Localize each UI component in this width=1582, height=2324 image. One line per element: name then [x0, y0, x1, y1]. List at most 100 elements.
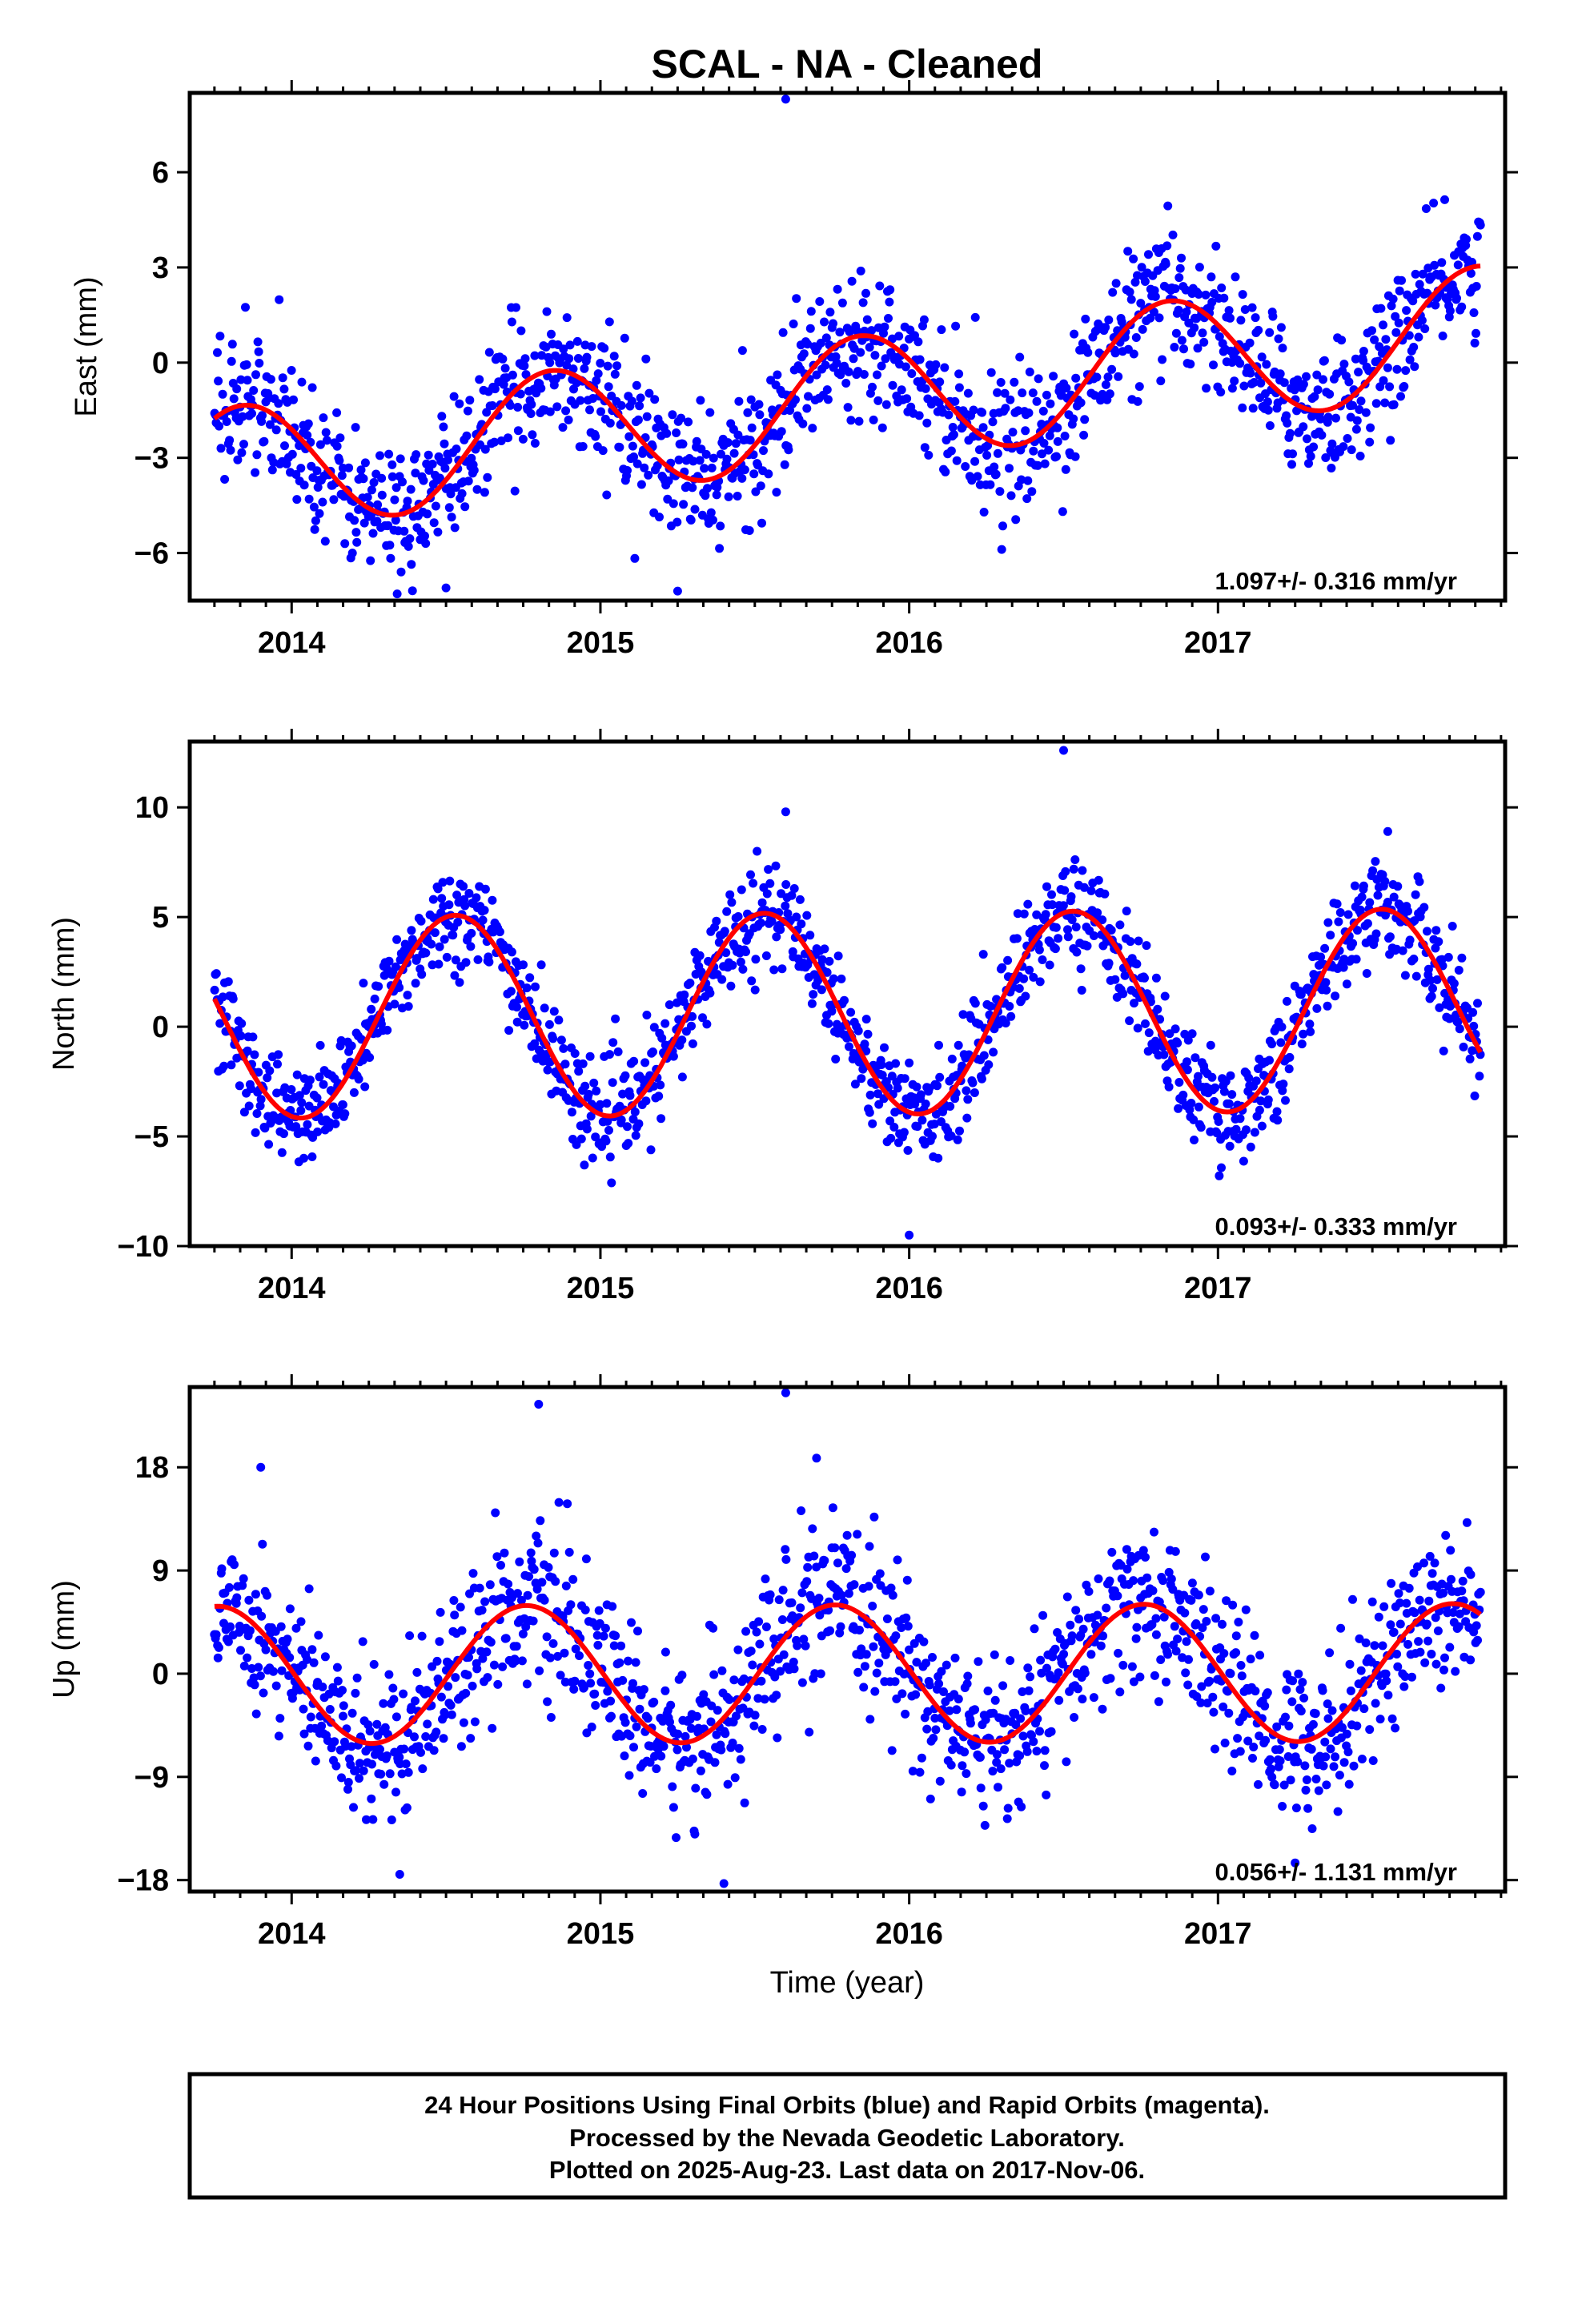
east-point [963, 388, 973, 398]
north-point [712, 916, 721, 926]
north-point [1217, 1163, 1226, 1172]
north-point [1186, 1099, 1196, 1108]
up-point [554, 1498, 564, 1507]
up-point [1011, 1720, 1021, 1730]
north-point [772, 932, 781, 942]
north-point [604, 1125, 613, 1135]
north-point [365, 1053, 375, 1062]
north-point [392, 935, 402, 944]
up-point [568, 1574, 578, 1584]
east-point [640, 463, 649, 472]
north-point [585, 1051, 595, 1061]
up-point [717, 1745, 726, 1755]
east-point [576, 396, 585, 405]
east-y-tick-label: −3 [135, 442, 169, 476]
north-point [947, 1054, 957, 1063]
east-point [1015, 352, 1025, 362]
up-point [1138, 1546, 1148, 1555]
east-point [391, 516, 400, 525]
up-point [963, 1671, 973, 1681]
east-fit-line [213, 263, 1481, 518]
up-point [244, 1595, 254, 1605]
up-y-tick-label: 18 [135, 1451, 169, 1485]
north-point [1035, 977, 1045, 987]
east-point [259, 436, 269, 446]
up-point [1181, 1668, 1191, 1678]
up-point [450, 1610, 460, 1620]
north-point [459, 882, 468, 891]
north-point [1070, 855, 1080, 864]
east-point [396, 454, 405, 464]
north-point [656, 1080, 665, 1090]
up-point [1410, 1608, 1419, 1618]
north-point [1194, 1102, 1203, 1112]
north-point [726, 981, 736, 991]
east-point [1457, 302, 1467, 312]
north-point [448, 931, 458, 940]
north-point [1427, 991, 1436, 1001]
east-point [1306, 452, 1315, 461]
east-point [843, 403, 853, 412]
north-point [228, 994, 238, 1003]
up-point [740, 1798, 749, 1807]
east-point [716, 521, 725, 531]
north-point [853, 1026, 863, 1035]
east-point [521, 370, 531, 380]
north-point [1296, 990, 1306, 999]
up-point [1423, 1636, 1433, 1646]
up-point [251, 1709, 261, 1719]
east-point [499, 380, 508, 389]
north-point [299, 1153, 308, 1163]
north-point [1381, 911, 1390, 920]
east-point [313, 483, 323, 492]
east-point [1399, 382, 1409, 391]
east-point [307, 383, 317, 392]
east-point [387, 472, 397, 481]
north-point [1006, 1011, 1016, 1021]
up-point [517, 1656, 527, 1666]
north-point [1455, 1024, 1464, 1034]
up-point [946, 1760, 956, 1770]
east-point [1226, 313, 1235, 323]
up-point [1466, 1655, 1476, 1665]
up-point [650, 1751, 659, 1761]
north-point [473, 955, 483, 964]
up-point [1425, 1551, 1435, 1561]
east-point [215, 332, 225, 341]
up-point [368, 1815, 378, 1824]
east-point [679, 500, 689, 509]
up-point [387, 1815, 396, 1824]
up-point [917, 1753, 926, 1763]
up-point [778, 1586, 788, 1595]
east-point [1239, 381, 1249, 391]
up-point [1307, 1744, 1316, 1754]
east-point [986, 480, 995, 489]
up-point [1023, 1663, 1033, 1673]
up-point [486, 1638, 496, 1647]
up-point [1094, 1574, 1103, 1583]
east-point [350, 516, 359, 525]
east-point [1053, 436, 1062, 446]
up-point [432, 1727, 441, 1737]
east-point [1053, 423, 1062, 432]
east-point [504, 433, 512, 443]
east-point [1288, 449, 1297, 459]
up-x-tick-label: 2014 [258, 1917, 326, 1951]
up-point [1336, 1623, 1346, 1633]
east-point [1256, 378, 1266, 388]
east-point [820, 317, 829, 327]
up-point [405, 1631, 415, 1640]
north-point [1118, 989, 1128, 999]
up-point [755, 1639, 765, 1649]
up-point [391, 1712, 401, 1722]
north-point [933, 1081, 942, 1091]
north-point [1182, 1065, 1192, 1075]
east-point [692, 436, 701, 446]
north-point [312, 1093, 322, 1103]
up-point [886, 1583, 896, 1593]
north-point [934, 1153, 943, 1163]
east-point [986, 368, 996, 377]
up-point [730, 1773, 740, 1783]
up-point [1182, 1637, 1191, 1647]
north-point [1210, 1096, 1219, 1106]
